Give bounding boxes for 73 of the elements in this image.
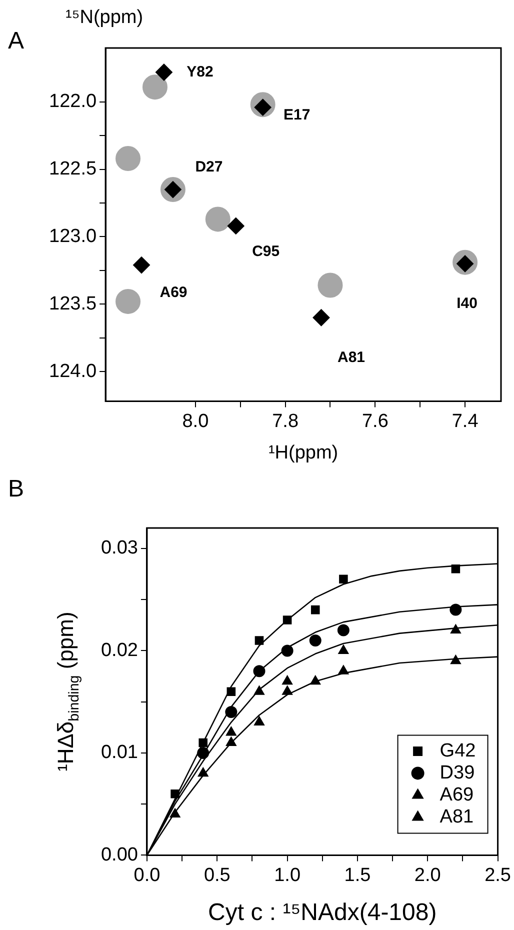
point <box>253 665 266 678</box>
y-tick-label: 123.0 <box>49 226 97 247</box>
x-axis-title: Cyt c : ¹⁵NAdx(4-108) <box>208 898 437 926</box>
chart-title: A <box>8 28 24 55</box>
point <box>170 808 180 818</box>
point <box>309 634 322 646</box>
point <box>450 624 461 634</box>
point <box>337 624 350 636</box>
point <box>225 706 238 718</box>
x-tick-label: 7.8 <box>272 410 299 432</box>
y-tick-label: 124.0 <box>49 360 97 382</box>
x-tick-label: 1.5 <box>344 864 371 886</box>
point <box>282 686 293 695</box>
point <box>155 64 172 81</box>
point <box>226 736 236 746</box>
annotation: A69 <box>160 284 188 302</box>
x-tick-label: 7.4 <box>452 410 479 432</box>
x-tick-label: 7.6 <box>362 410 388 432</box>
legend-label: A81 <box>440 806 474 828</box>
y-axis-title: ¹⁵N(ppm) <box>66 7 144 28</box>
point <box>116 146 141 172</box>
point <box>254 716 265 726</box>
point <box>254 686 265 695</box>
annotation: D27 <box>195 158 223 176</box>
point <box>254 636 264 645</box>
y-tick-label: 0.02 <box>100 640 138 661</box>
point <box>132 256 150 274</box>
point <box>226 726 236 736</box>
y-tick-label: 0.01 <box>100 742 138 764</box>
point <box>227 217 244 234</box>
point <box>451 564 460 574</box>
point <box>318 272 343 298</box>
y-tick-label: 0.03 <box>100 538 138 559</box>
point <box>282 675 293 685</box>
x-axis-title: ¹H(ppm) <box>268 442 338 464</box>
point <box>281 644 294 657</box>
annotation: E17 <box>283 106 310 124</box>
annotation: A81 <box>337 348 366 366</box>
legend-label: G42 <box>440 740 476 762</box>
x-tick-label: 2.0 <box>414 864 441 886</box>
y-tick-label: 0.00 <box>100 844 138 866</box>
chart-title: B <box>8 476 24 503</box>
point <box>450 604 462 616</box>
x-tick-label: 1.0 <box>274 864 301 886</box>
point <box>170 789 180 798</box>
point <box>338 644 349 654</box>
y-tick-label: 123.5 <box>49 293 97 314</box>
y-tick-label: 122.5 <box>49 158 97 180</box>
x-tick-label: 2.5 <box>484 864 512 886</box>
point <box>310 675 321 685</box>
point <box>205 206 230 232</box>
legend-label: D39 <box>440 762 475 784</box>
point <box>198 767 208 777</box>
point <box>338 665 349 674</box>
point <box>116 288 141 314</box>
x-tick-label: 0.0 <box>134 864 160 886</box>
annotation: I40 <box>456 294 478 312</box>
point <box>226 687 236 696</box>
point <box>339 574 348 584</box>
point <box>312 309 330 326</box>
x-tick-label: 8.0 <box>182 410 209 432</box>
legend-label: A69 <box>440 784 474 806</box>
annotation: Y82 <box>186 63 214 80</box>
annotation: C95 <box>252 243 280 260</box>
x-tick-label: 0.5 <box>204 864 230 886</box>
point <box>282 616 292 624</box>
y-tick-label: 122.0 <box>49 91 97 112</box>
point <box>310 605 320 614</box>
point <box>142 74 168 100</box>
point <box>198 738 208 748</box>
y-axis-title: ¹HΔδbinding (ppm) <box>53 612 83 772</box>
point <box>450 654 461 664</box>
point <box>197 746 210 759</box>
